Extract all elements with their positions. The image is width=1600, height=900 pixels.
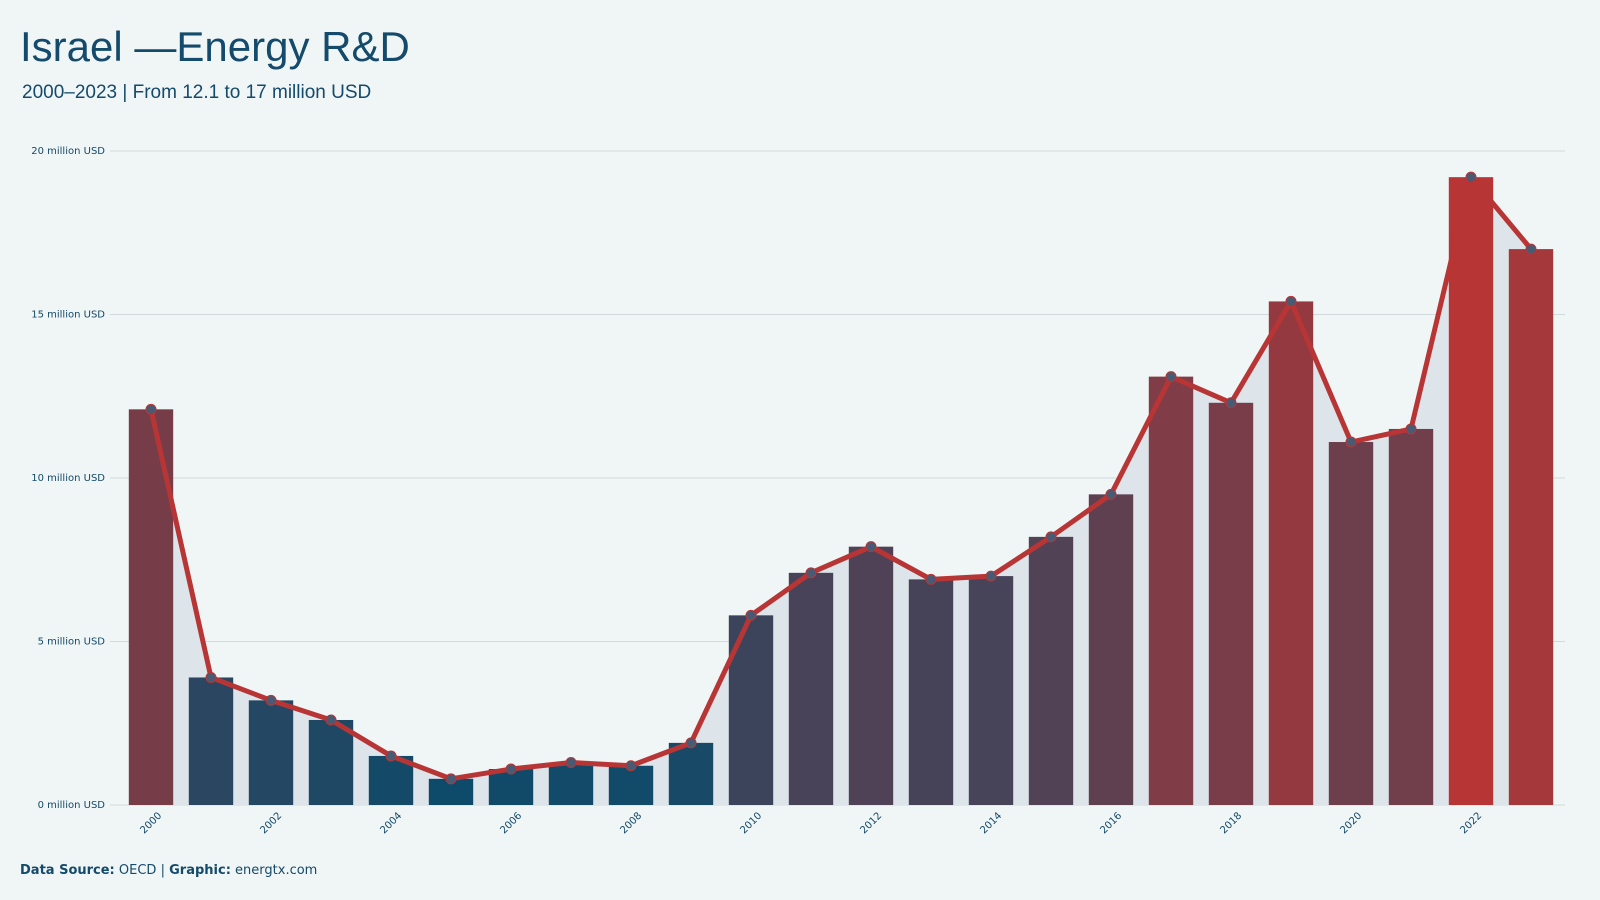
bar <box>188 677 234 805</box>
x-tick-label: 2008 <box>618 810 644 836</box>
x-tick-label: 2002 <box>258 810 284 836</box>
bar <box>668 742 714 805</box>
bar <box>968 576 1014 805</box>
marker <box>565 756 577 768</box>
x-tick-label: 2006 <box>498 810 524 836</box>
bar <box>1328 442 1374 805</box>
bar <box>308 719 354 805</box>
chart-title: Israel —Energy R&D <box>20 23 410 70</box>
x-tick-label: 2004 <box>378 810 404 836</box>
bar <box>1148 376 1194 805</box>
marker <box>265 694 277 706</box>
marker <box>925 573 937 585</box>
marker <box>1045 531 1057 543</box>
marker <box>325 714 337 726</box>
marker <box>385 750 397 762</box>
y-tick-label: 15 million USD <box>31 310 105 321</box>
marker <box>625 760 637 772</box>
bar <box>1268 301 1314 805</box>
marker <box>685 737 697 749</box>
marker <box>205 671 217 683</box>
y-tick-label: 20 million USD <box>31 146 105 157</box>
x-tick-label: 2022 <box>1458 810 1484 836</box>
footer: Data Source: OECD | Graphic: energtx.com <box>20 863 317 878</box>
x-tick-label: 2016 <box>1098 810 1124 836</box>
y-tick-label: 0 million USD <box>38 800 106 811</box>
y-tick-label: 10 million USD <box>31 473 105 484</box>
marker <box>1225 397 1237 409</box>
x-tick-label: 2020 <box>1338 810 1364 836</box>
bar <box>488 769 534 805</box>
bar <box>908 579 954 805</box>
graphic: energtx.com <box>235 863 317 878</box>
x-tick-label: 2012 <box>858 810 884 836</box>
source-label: Data Source: <box>20 863 115 878</box>
marker <box>445 773 457 785</box>
bar <box>1388 428 1434 805</box>
x-tick-label: 2010 <box>738 810 764 836</box>
bar <box>1448 177 1494 805</box>
bar <box>248 700 294 805</box>
marker <box>805 567 817 579</box>
bar <box>1508 249 1554 806</box>
x-tick-label: 2018 <box>1218 810 1244 836</box>
marker <box>1285 295 1297 307</box>
bar <box>788 572 834 805</box>
source: OECD <box>119 863 157 878</box>
marker <box>745 609 757 621</box>
marker <box>865 541 877 553</box>
bar <box>1208 402 1254 805</box>
graphic-label: Graphic: <box>169 863 231 878</box>
marker <box>145 403 157 415</box>
bar <box>608 765 654 805</box>
marker <box>505 763 517 775</box>
area <box>151 177 1531 805</box>
marker <box>1465 171 1477 183</box>
y-tick-label: 5 million USD <box>38 637 106 648</box>
bar <box>848 546 894 805</box>
marker <box>1525 243 1537 255</box>
marker <box>1165 371 1177 383</box>
bar <box>548 762 594 805</box>
marker <box>1345 436 1357 448</box>
separator: | <box>161 863 165 878</box>
chart-subtitle: 2000–2023 | From 12.1 to 17 million USD <box>22 82 371 103</box>
marker <box>1105 488 1117 500</box>
marker <box>985 570 997 582</box>
marker <box>1405 423 1417 435</box>
x-tick-label: 2014 <box>978 810 1004 836</box>
bar <box>1028 536 1074 805</box>
x-tick-label: 2000 <box>138 810 164 836</box>
line <box>148 174 1533 782</box>
bar <box>1088 494 1134 805</box>
